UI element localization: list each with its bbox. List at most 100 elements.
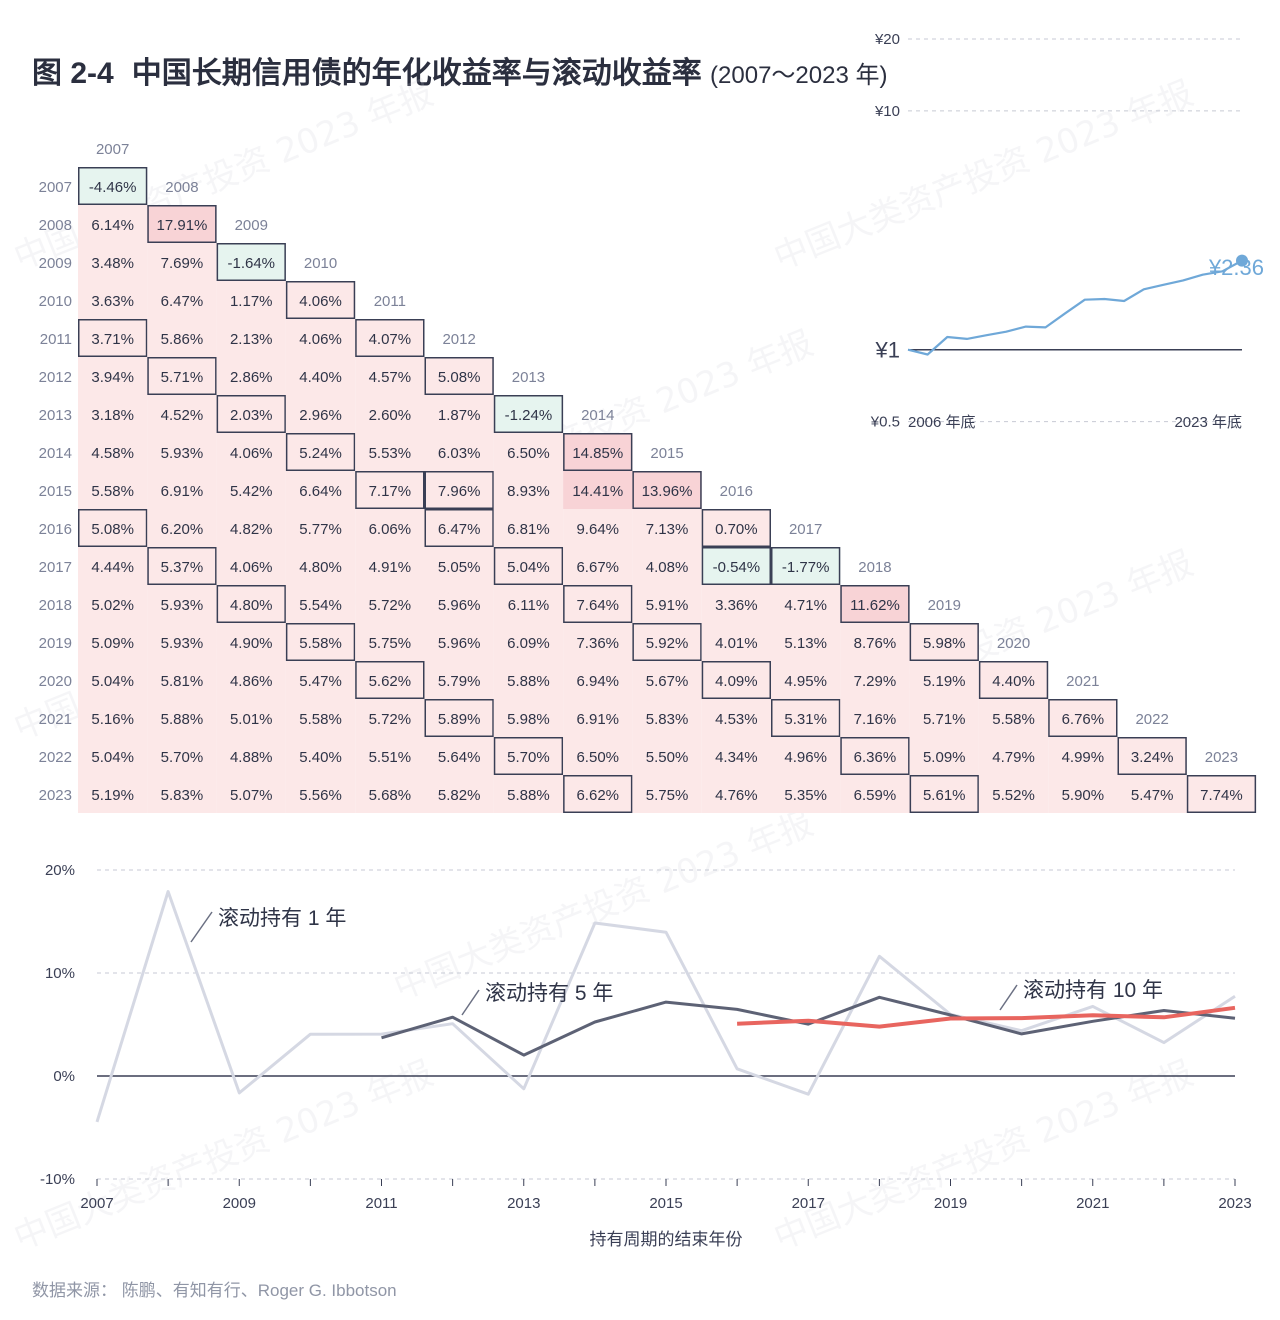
heatmap-cell bbox=[216, 623, 286, 661]
heatmap-cell bbox=[1048, 699, 1118, 737]
heatmap-cell bbox=[493, 509, 564, 547]
heatmap-cell bbox=[493, 471, 564, 509]
heatmap-cell bbox=[563, 547, 633, 585]
heatmap-cell-value: 4.34% bbox=[715, 749, 758, 766]
rolling-y-tick-label: -10% bbox=[40, 1171, 75, 1188]
figure-title-range: (2007～2023 年) bbox=[710, 62, 888, 89]
heatmap-cell-value: 7.17% bbox=[369, 483, 412, 500]
heatmap-cell-border bbox=[563, 433, 633, 471]
heatmap-cell bbox=[424, 699, 494, 737]
heatmap-cell bbox=[78, 737, 148, 775]
heatmap-cell bbox=[216, 585, 286, 623]
heatmap-cell-value: 13.96% bbox=[642, 483, 693, 500]
rolling-label-leader bbox=[999, 984, 1018, 1011]
heatmap-cell-value: 6.11% bbox=[508, 597, 549, 614]
heatmap-cell-value: 5.19% bbox=[91, 787, 134, 804]
heatmap-cell bbox=[78, 585, 148, 623]
heatmap-cell-value: 5.05% bbox=[438, 559, 481, 576]
heatmap-cell-value: 6.67% bbox=[576, 559, 619, 576]
heatmap-cell bbox=[216, 699, 286, 737]
heatmap-cell-value: 5.35% bbox=[784, 787, 827, 804]
heatmap-cell-value: 3.63% bbox=[91, 293, 134, 310]
heatmap-cell-value: 5.04% bbox=[91, 673, 134, 690]
heatmap-cell bbox=[285, 585, 356, 623]
rolling-line-5y bbox=[381, 995, 1236, 1057]
heatmap-cell-value: 4.80% bbox=[299, 559, 342, 576]
heatmap-cell bbox=[493, 775, 564, 813]
heatmap-cell-value: 4.82% bbox=[230, 521, 273, 538]
heatmap-cell-value: 4.06% bbox=[230, 445, 273, 462]
heatmap-cell-value: 4.06% bbox=[299, 331, 342, 348]
heatmap-cell bbox=[978, 699, 1049, 737]
heatmap-cell bbox=[147, 281, 217, 319]
watermark-text: 中国大类资产投资 2023 年报 bbox=[388, 803, 819, 1008]
heatmap-cell bbox=[424, 547, 494, 585]
heatmap-cell bbox=[285, 699, 356, 737]
heatmap-cell-value: 6.47% bbox=[161, 293, 204, 310]
heatmap-cell bbox=[216, 395, 286, 433]
heatmap-cell bbox=[78, 471, 148, 509]
heatmap-cell bbox=[493, 661, 564, 699]
heatmap-cell bbox=[147, 357, 217, 395]
heatmap-cell-value: 5.70% bbox=[161, 749, 204, 766]
heatmap-cell bbox=[216, 737, 286, 775]
heatmap-cell-value: 4.57% bbox=[369, 369, 412, 386]
heatmap-cell-value: 7.64% bbox=[576, 597, 619, 614]
heatmap-cell-value: 4.96% bbox=[784, 749, 827, 766]
heatmap-cell-value: 5.08% bbox=[91, 521, 134, 538]
heatmap-cell bbox=[909, 737, 979, 775]
heatmap-cell-value: 5.82% bbox=[438, 787, 481, 804]
heatmap-cell bbox=[78, 509, 148, 547]
heatmap-cell bbox=[701, 699, 771, 737]
heatmap-cell bbox=[355, 775, 425, 813]
heatmap-cell bbox=[216, 661, 286, 699]
growth-line-chart: ¥20 ¥10 ¥1 ¥0.5 2006 年底 2023 年底 ¥2.36 bbox=[870, 31, 1264, 431]
heatmap-cell-value: 4.08% bbox=[646, 559, 689, 576]
heatmap-cell-value: 4.53% bbox=[715, 711, 758, 728]
heatmap-cell-value: 5.54% bbox=[299, 597, 342, 614]
heatmap-cell-value: 3.71% bbox=[91, 331, 134, 348]
heatmap-cell bbox=[355, 547, 425, 585]
heatmap-cell-value: 6.76% bbox=[1062, 711, 1105, 728]
heatmap-cell bbox=[424, 661, 494, 699]
heatmap-cell-value: 8.93% bbox=[507, 483, 550, 500]
heatmap-cell bbox=[701, 623, 771, 661]
rolling-x-tick-label: 2021 bbox=[1076, 1195, 1109, 1212]
heatmap-cell-value: -0.54% bbox=[713, 559, 761, 576]
heatmap-cell-value: 2.96% bbox=[299, 407, 342, 424]
heatmap-cell bbox=[909, 661, 979, 699]
heatmap-cell bbox=[355, 471, 425, 509]
heatmap-cell bbox=[701, 775, 771, 813]
heatmap-cell bbox=[355, 699, 425, 737]
heatmap-cell-border bbox=[632, 471, 702, 509]
heatmap-cell-value: 5.98% bbox=[923, 635, 966, 652]
heatmap-cell bbox=[147, 547, 217, 585]
rolling-line-1y bbox=[95, 890, 1236, 1123]
heatmap-cell-value: 5.01% bbox=[230, 711, 273, 728]
heatmap-cell-value: 0.70% bbox=[715, 521, 758, 538]
heatmap-cell bbox=[285, 395, 356, 433]
heatmap-cell bbox=[147, 243, 217, 281]
heatmap-cell-value: 5.58% bbox=[992, 711, 1035, 728]
heatmap-cell-value: 11.62% bbox=[850, 597, 900, 614]
heatmap-cell-border bbox=[355, 471, 425, 509]
heatmap-cell bbox=[1048, 775, 1118, 813]
heatmap-cell-value: 5.92% bbox=[646, 635, 689, 652]
heatmap-row-label: 2012 bbox=[39, 369, 72, 386]
heatmap-cell-value: 7.29% bbox=[854, 673, 897, 690]
heatmap-cell-border bbox=[424, 357, 494, 395]
heatmap-cell bbox=[563, 585, 633, 623]
heatmap-cell bbox=[285, 509, 356, 547]
heatmap-cell bbox=[147, 585, 217, 623]
heatmap-cell bbox=[909, 775, 979, 813]
heatmap-cell-value: 5.07% bbox=[230, 787, 273, 804]
heatmap-cell-value: 9.64% bbox=[576, 521, 619, 538]
heatmap-cell bbox=[216, 243, 286, 281]
heatmap-cell bbox=[424, 585, 494, 623]
heatmap-cell-value: 5.79% bbox=[438, 673, 481, 690]
heatmap-cell-value: 5.50% bbox=[646, 749, 689, 766]
rolling-x-tick-label: 2015 bbox=[649, 1195, 682, 1212]
heatmap-cell bbox=[771, 661, 841, 699]
heatmap-cell bbox=[493, 547, 564, 585]
